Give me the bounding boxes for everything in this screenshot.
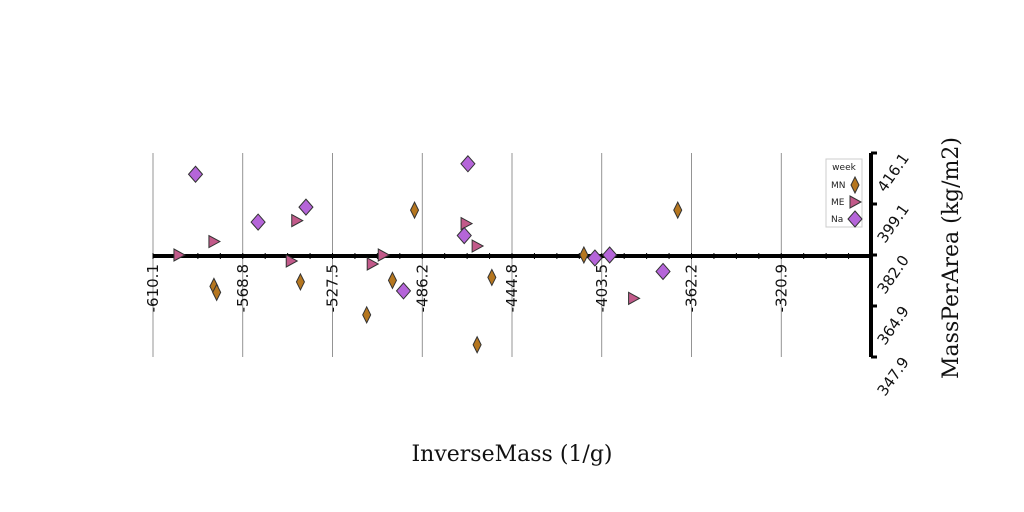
data-point xyxy=(461,156,475,172)
legend-label: ME xyxy=(831,198,845,208)
data-point xyxy=(488,269,496,285)
data-point xyxy=(473,337,481,353)
y-tick-label: 382.0 xyxy=(874,252,913,298)
x-tick-label: -486.2 xyxy=(413,264,431,312)
data-point xyxy=(299,199,313,215)
x-tick-label: -527.5 xyxy=(324,264,342,312)
data-point xyxy=(378,249,389,261)
data-point xyxy=(388,272,396,288)
data-point xyxy=(580,247,588,263)
data-point xyxy=(174,249,185,261)
data-point xyxy=(588,250,602,266)
data-point xyxy=(292,215,303,227)
legend-label: Na xyxy=(831,215,843,225)
x-tick-label: -610.1 xyxy=(144,264,162,312)
data-point xyxy=(603,247,617,263)
data-point xyxy=(629,292,640,304)
data-point xyxy=(209,236,220,248)
x-axis-label: InverseMass (1/g) xyxy=(411,442,612,467)
data-point xyxy=(296,274,304,290)
x-tick-label: -444.8 xyxy=(503,264,521,312)
x-tick-label: -362.2 xyxy=(683,264,701,312)
data-point xyxy=(472,240,483,252)
data-point xyxy=(656,263,670,279)
y-axis-label: MassPerArea (kg/m2) xyxy=(939,137,964,379)
y-tick-label: 364.9 xyxy=(874,303,913,349)
data-point xyxy=(674,202,682,218)
y-tick-labels: 347.9 364.9 382.0 399.1 416.1 xyxy=(874,150,913,400)
data-point xyxy=(367,258,378,270)
data-point xyxy=(396,283,410,299)
data-point xyxy=(457,228,471,244)
x-tick-labels: -610.1 -568.8 -527.5 -486.2 -444.8 -403.5 -362… xyxy=(144,264,790,312)
data-point xyxy=(251,214,265,230)
data-point xyxy=(461,218,472,230)
y-tick-label: 416.1 xyxy=(874,150,913,196)
data-point xyxy=(363,307,371,323)
y-tick-label: 399.1 xyxy=(874,201,913,247)
x-tick-label: -568.8 xyxy=(234,264,252,312)
x-tick-label: -320.9 xyxy=(772,264,790,312)
data-point xyxy=(411,202,419,218)
y-tick-label: 347.9 xyxy=(874,354,913,400)
x-tick-label: -403.5 xyxy=(593,264,611,312)
axes xyxy=(153,153,877,357)
legend: week MN ME Na xyxy=(826,159,862,227)
legend-title: week xyxy=(832,163,856,173)
legend-label: MN xyxy=(831,181,846,191)
data-point xyxy=(189,166,203,182)
